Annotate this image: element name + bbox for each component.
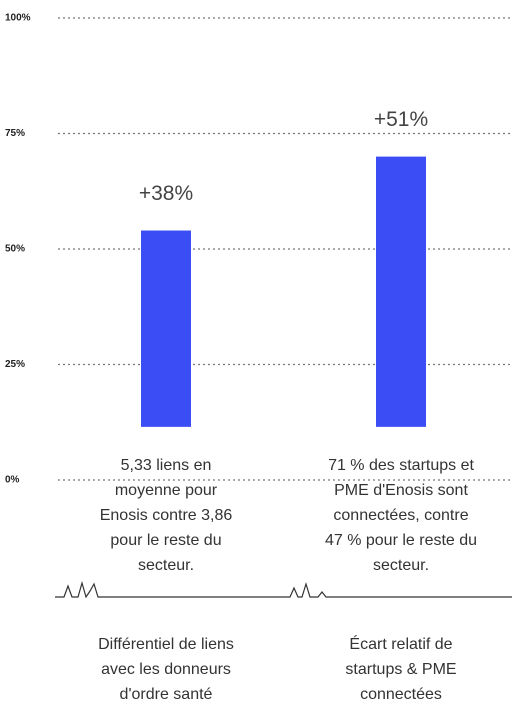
y-tick-label: 50% [5,244,25,255]
baseline-squiggle [55,580,512,599]
description-line: secteur. [373,557,429,574]
description-line: moyenne pour [115,482,218,499]
y-tick-label: 0% [5,475,20,486]
bar-annotation: +51% [374,108,428,131]
caption-line: Écart relatif de [349,634,452,653]
y-tick-label: 75% [5,128,25,139]
caption-line: d'ordre santé [120,686,213,703]
bar-annotation: +38% [139,182,193,205]
caption-line: Différentiel de liens [98,636,234,653]
bar [376,156,426,427]
description-line: 47 % pour le reste du [325,532,477,549]
bar [141,230,191,427]
caption-line: avec les donneurs [101,661,231,678]
description-line: pour le reste du [110,532,221,549]
description-line: connectées, contre [333,507,468,524]
y-tick-label: 25% [5,359,25,370]
description-line: 71 % des startups et [328,457,474,474]
description-line: Enosis contre 3,86 [100,507,233,524]
description-line: secteur. [138,557,194,574]
caption-line: connectées [360,686,442,703]
description-line: 5,33 liens en [121,457,212,474]
caption-line: startups & PME [345,661,456,678]
description-line: PME d'Enosis sont [334,482,468,499]
y-tick-label: 100% [5,13,31,24]
